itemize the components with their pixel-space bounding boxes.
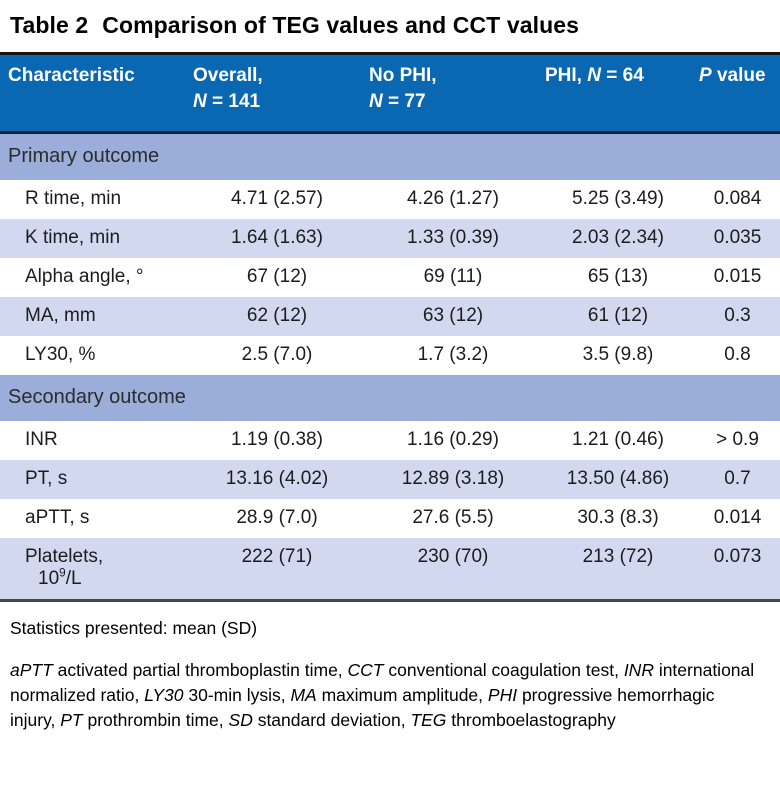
cell-value: 28.9 (7.0) xyxy=(189,499,365,538)
cell-value: 67 (12) xyxy=(189,258,365,297)
row-label: K time, min xyxy=(0,219,189,258)
row-label: PT, s xyxy=(0,460,189,499)
row-label: Alpha angle, ° xyxy=(0,258,189,297)
cell-value: 2.5 (7.0) xyxy=(189,336,365,375)
table-row: Alpha angle, ° 67 (12) 69 (11) 65 (13) 0.015 xyxy=(0,258,780,297)
column-header-phi: PHI, N = 64 xyxy=(541,53,695,134)
page-title: Table 2 Comparison of TEG values and CCT … xyxy=(0,9,780,41)
cell-value: 1.21 (0.46) xyxy=(541,421,695,460)
column-header-no-phi: No PHI, N = 77 xyxy=(365,53,541,134)
table-header: Characteristic Overall, N = 141 No PHI, … xyxy=(0,53,780,134)
section-header: Secondary outcome xyxy=(0,375,780,421)
cell-value: > 0.9 xyxy=(695,421,780,460)
row-label: aPTT, s xyxy=(0,499,189,538)
table-body: Primary outcome R time, min 4.71 (2.57) 4.2… xyxy=(0,132,780,601)
abbreviation-term: MA xyxy=(290,685,317,705)
cell-value: 65 (13) xyxy=(541,258,695,297)
cell-value: 1.7 (3.2) xyxy=(365,336,541,375)
italic-n: N xyxy=(193,91,207,112)
cell-value: 62 (12) xyxy=(189,297,365,336)
abbreviation-term: LY30 xyxy=(144,685,184,705)
cell-value: 222 (71) xyxy=(189,538,365,601)
cell-value: 27.6 (5.5) xyxy=(365,499,541,538)
abbreviation-term: TEG xyxy=(410,710,447,730)
abbreviation-definition: maximum amplitude, xyxy=(316,685,488,705)
cell-value: 13.50 (4.86) xyxy=(541,460,695,499)
table-row: Platelets, 109/L 222 (71) 230 (70) 213 (72) 0… xyxy=(0,538,780,601)
column-header-overall: Overall, N = 141 xyxy=(189,53,365,134)
comparison-table: Characteristic Overall, N = 141 No PHI, … xyxy=(0,52,780,602)
table-row: PT, s 13.16 (4.02) 12.89 (3.18) 13.50 (4.86… xyxy=(0,460,780,499)
table-row: INR 1.19 (0.38) 1.16 (0.29) 1.21 (0.46) > 0.… xyxy=(0,421,780,460)
header-row: Characteristic Overall, N = 141 No PHI, … xyxy=(0,53,780,134)
cell-value: 69 (11) xyxy=(365,258,541,297)
abbreviation-term: PHI xyxy=(487,685,518,705)
cell-value: 0.8 xyxy=(695,336,780,375)
stats-note: Statistics presented: mean (SD) xyxy=(10,618,258,638)
cell-value: 4.71 (2.57) xyxy=(189,180,365,219)
abbreviation-definition: thromboelastography xyxy=(446,710,616,730)
section-header: Primary outcome xyxy=(0,132,780,180)
abbreviation-definition: standard deviation, xyxy=(252,710,411,730)
column-header-characteristic: Characteristic xyxy=(0,53,189,134)
cell-value: 3.5 (9.8) xyxy=(541,336,695,375)
cell-value: 0.035 xyxy=(695,219,780,258)
row-label: R time, min xyxy=(0,180,189,219)
abbreviation-definition: conventional coagulation test, xyxy=(383,660,624,680)
table-row: K time, min 1.64 (1.63) 1.33 (0.39) 2.03 (2… xyxy=(0,219,780,258)
cell-value: 61 (12) xyxy=(541,297,695,336)
abbreviation-term: aPTT xyxy=(10,660,53,680)
abbreviation-definition: progressive hemorrhagic injury, xyxy=(10,685,715,730)
abbreviation-term: CCT xyxy=(347,660,384,680)
section-row: Primary outcome xyxy=(0,132,780,180)
row-label: Platelets, 109/L xyxy=(0,538,189,601)
table-row: LY30, % 2.5 (7.0) 1.7 (3.2) 3.5 (9.8) 0.8 xyxy=(0,336,780,375)
row-label: LY30, % xyxy=(0,336,189,375)
cell-value: 0.084 xyxy=(695,180,780,219)
cell-value: 2.03 (2.34) xyxy=(541,219,695,258)
italic-n: N xyxy=(587,65,601,86)
table-row: R time, min 4.71 (2.57) 4.26 (1.27) 5.25 (3… xyxy=(0,180,780,219)
row-label: MA, mm xyxy=(0,297,189,336)
cell-value: 0.014 xyxy=(695,499,780,538)
cell-value: 230 (70) xyxy=(365,538,541,601)
cell-value: 63 (12) xyxy=(365,297,541,336)
cell-value: 4.26 (1.27) xyxy=(365,180,541,219)
table-title-text: Comparison of TEG values and CCT values xyxy=(102,12,580,38)
cell-value: 1.19 (0.38) xyxy=(189,421,365,460)
section-row: Secondary outcome xyxy=(0,375,780,421)
cell-value: 0.7 xyxy=(695,460,780,499)
italic-n: N xyxy=(369,91,383,112)
table-number-label: Table 2 xyxy=(10,12,89,38)
row-label-line2: 109/L xyxy=(38,566,82,589)
cell-value: 1.33 (0.39) xyxy=(365,219,541,258)
cell-value: 13.16 (4.02) xyxy=(189,460,365,499)
cell-value: 5.25 (3.49) xyxy=(541,180,695,219)
abbreviation-definition: prothrombin time, xyxy=(82,710,229,730)
cell-value: 213 (72) xyxy=(541,538,695,601)
abbreviation-definition: 30-min lysis, xyxy=(183,685,291,705)
abbreviation-term: SD xyxy=(228,710,253,730)
abbreviation-term: INR xyxy=(623,660,654,680)
abbreviations-footnote: aPTT activated partial thromboplastin ti… xyxy=(10,658,762,733)
cell-value: 1.16 (0.29) xyxy=(365,421,541,460)
table-row: MA, mm 62 (12) 63 (12) 61 (12) 0.3 xyxy=(0,297,780,336)
cell-value: 30.3 (8.3) xyxy=(541,499,695,538)
abbreviation-definition: international normalized ratio, xyxy=(10,660,755,705)
abbreviation-term: PT xyxy=(60,710,83,730)
row-label: INR xyxy=(0,421,189,460)
abbreviation-definition: activated partial thromboplastin time, xyxy=(52,660,348,680)
table-row: aPTT, s 28.9 (7.0) 27.6 (5.5) 30.3 (8.3) 0.0… xyxy=(0,499,780,538)
italic-p: P xyxy=(699,65,712,86)
column-header-p-value: P value xyxy=(695,53,780,134)
cell-value: 12.89 (3.18) xyxy=(365,460,541,499)
cell-value: 1.64 (1.63) xyxy=(189,219,365,258)
cell-value: 0.015 xyxy=(695,258,780,297)
cell-value: 0.3 xyxy=(695,297,780,336)
cell-value: 0.073 xyxy=(695,538,780,601)
